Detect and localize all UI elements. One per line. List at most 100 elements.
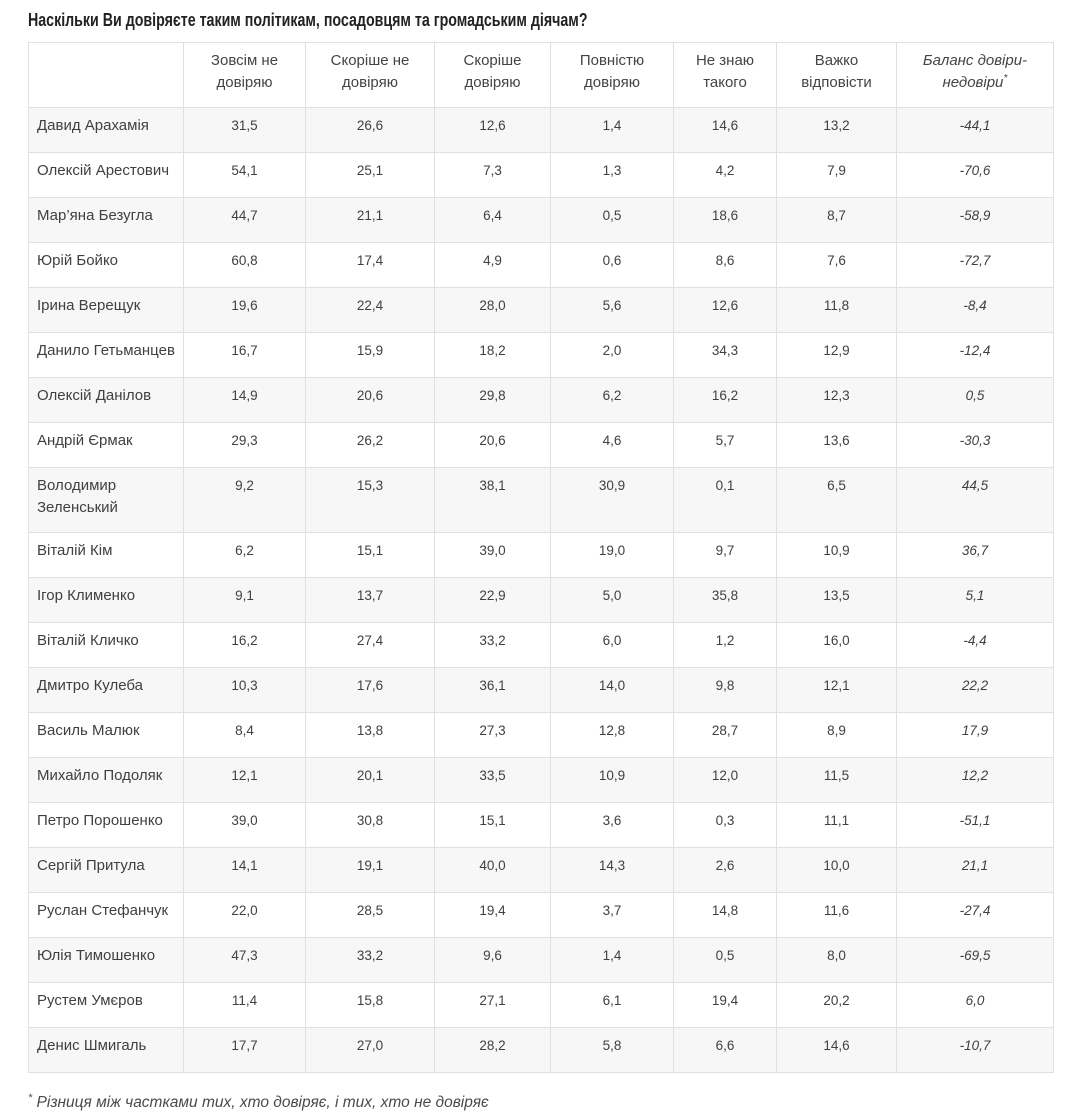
value-cell: 12,0 [673,757,777,803]
politician-name: Давид Арахамія [28,107,184,153]
politician-name: Ігор Клименко [28,577,184,623]
value-cell: 28,2 [434,1027,551,1073]
value-cell: 28,5 [305,892,435,938]
politician-name: Сергій Притула [28,847,184,893]
balance-cell: -51,1 [896,802,1054,848]
value-cell: 8,9 [776,712,897,758]
value-cell: 14,6 [673,107,777,153]
value-cell: 5,0 [550,577,674,623]
value-cell: 1,4 [550,937,674,983]
balance-cell: -58,9 [896,197,1054,243]
value-cell: 26,2 [305,422,435,468]
table-row: Данило Гетьманцев 16,7 15,9 18,2 2,0 34,3 12,9… [28,332,1054,378]
value-cell: 4,2 [673,152,777,198]
value-cell: 26,6 [305,107,435,153]
value-cell: 0,5 [673,937,777,983]
value-cell: 16,0 [776,622,897,668]
value-cell: 13,8 [305,712,435,758]
table-row: Андрій Єрмак 29,3 26,2 20,6 4,6 5,7 13,6 -30,3 [28,422,1054,468]
balance-cell: -10,7 [896,1027,1054,1073]
value-cell: 0,1 [673,467,777,533]
politician-name: Дмитро Кулеба [28,667,184,713]
header-cell: Скоріше не довіряю [305,42,435,108]
table-row: Рустем Умєров 11,4 15,8 27,1 6,1 19,4 20,2 6,0 [28,982,1054,1028]
value-cell: 6,6 [673,1027,777,1073]
value-cell: 14,9 [183,377,306,423]
value-cell: 19,4 [673,982,777,1028]
value-cell: 12,1 [183,757,306,803]
balance-cell: -4,4 [896,622,1054,668]
value-cell: 35,8 [673,577,777,623]
balance-cell: -12,4 [896,332,1054,378]
value-cell: 12,8 [550,712,674,758]
value-cell: 10,3 [183,667,306,713]
value-cell: 11,4 [183,982,306,1028]
value-cell: 16,2 [183,622,306,668]
value-cell: 21,1 [305,197,435,243]
politician-name: Віталій Кім [28,532,184,578]
value-cell: 28,7 [673,712,777,758]
value-cell: 1,2 [673,622,777,668]
value-cell: 11,6 [776,892,897,938]
politician-name: Андрій Єрмак [28,422,184,468]
value-cell: 27,1 [434,982,551,1028]
table-row: Василь Малюк 8,4 13,8 27,3 12,8 28,7 8,9 17,9 [28,712,1054,758]
value-cell: 7,6 [776,242,897,288]
value-cell: 10,9 [776,532,897,578]
politician-name: Михайло Подоляк [28,757,184,803]
politician-name: Данило Гетьманцев [28,332,184,378]
balance-cell: -72,7 [896,242,1054,288]
value-cell: 5,7 [673,422,777,468]
balance-cell: 6,0 [896,982,1054,1028]
value-cell: 16,7 [183,332,306,378]
table-row: Ігор Клименко 9,1 13,7 22,9 5,0 35,8 13,5 5,1 [28,577,1054,623]
table-row: Денис Шмигаль 17,7 27,0 28,2 5,8 6,6 14,6 -10,7 [28,1027,1054,1073]
article-table-block: Наскільки Ви довіряєте таким політикам, … [28,0,1054,1114]
value-cell: 20,6 [305,377,435,423]
value-cell: 13,2 [776,107,897,153]
value-cell: 54,1 [183,152,306,198]
balance-cell: -69,5 [896,937,1054,983]
value-cell: 20,1 [305,757,435,803]
table-row: Михайло Подоляк 12,1 20,1 33,5 10,9 12,0 11,5 1… [28,757,1054,803]
table-row: Олексій Арестович 54,1 25,1 7,3 1,3 4,2 7,9 -70… [28,152,1054,198]
value-cell: 0,6 [550,242,674,288]
value-cell: 39,0 [183,802,306,848]
value-cell: 4,6 [550,422,674,468]
value-cell: 33,5 [434,757,551,803]
value-cell: 8,7 [776,197,897,243]
table-header-row: Зовсім не довіряю Скоріше не довіряю Скорі… [28,42,1054,108]
politician-name: Юлія Тимошенко [28,937,184,983]
value-cell: 6,0 [550,622,674,668]
value-cell: 17,4 [305,242,435,288]
value-cell: 15,1 [434,802,551,848]
table-row: Юлія Тимошенко 47,3 33,2 9,6 1,4 0,5 8,0 -69,5 [28,937,1054,983]
value-cell: 34,3 [673,332,777,378]
footnote: * Різниця між частками тих, хто довіряє,… [28,1073,1053,1114]
value-cell: 27,0 [305,1027,435,1073]
value-cell: 14,8 [673,892,777,938]
value-cell: 12,6 [673,287,777,333]
balance-cell: 36,7 [896,532,1054,578]
value-cell: 13,5 [776,577,897,623]
value-cell: 22,0 [183,892,306,938]
footnote-asterisk: * [28,1091,33,1104]
value-cell: 2,6 [673,847,777,893]
value-cell: 10,0 [776,847,897,893]
value-cell: 10,9 [550,757,674,803]
value-cell: 19,4 [434,892,551,938]
header-cell: Баланс довіри-недовіри* [896,42,1054,108]
value-cell: 13,7 [305,577,435,623]
value-cell: 12,9 [776,332,897,378]
table-row: Дмитро Кулеба 10,3 17,6 36,1 14,0 9,8 12,1 22,2 [28,667,1054,713]
value-cell: 9,8 [673,667,777,713]
value-cell: 6,1 [550,982,674,1028]
value-cell: 18,2 [434,332,551,378]
value-cell: 33,2 [434,622,551,668]
value-cell: 2,0 [550,332,674,378]
value-cell: 47,3 [183,937,306,983]
table-row: Олексій Данілов 14,9 20,6 29,8 6,2 16,2 12,3 0,… [28,377,1054,423]
value-cell: 9,6 [434,937,551,983]
politician-name: Ірина Верещук [28,287,184,333]
value-cell: 39,0 [434,532,551,578]
